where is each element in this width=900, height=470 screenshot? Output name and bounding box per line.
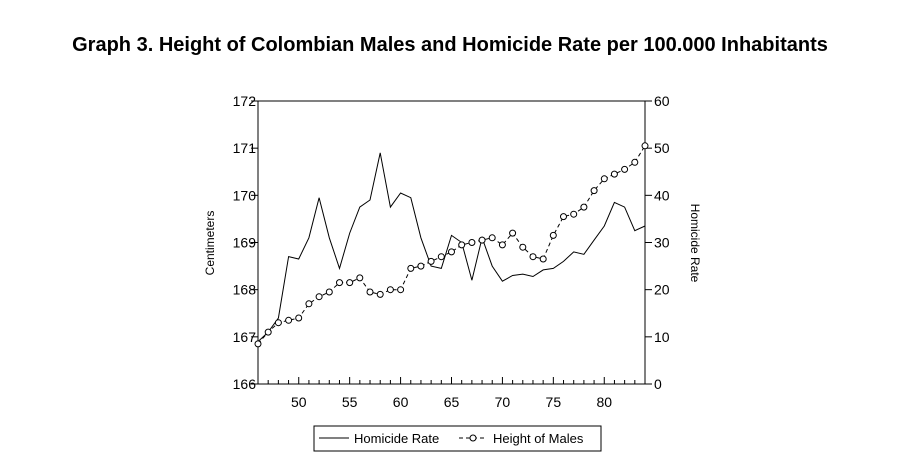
data-point-height-of-males <box>458 241 466 249</box>
data-point-height-of-males <box>560 213 567 221</box>
legend-label-height-of-males: Height of Males <box>493 431 584 446</box>
data-point-height-of-males <box>315 293 323 301</box>
x-tick-label: 60 <box>393 394 409 410</box>
y-left-tick-label: 166 <box>233 376 257 392</box>
data-point-height-of-males <box>488 234 496 242</box>
y-right-tick-label: 0 <box>654 376 662 392</box>
legend: Homicide Rate Height of Males <box>313 425 602 452</box>
data-point-height-of-males <box>366 288 374 296</box>
data-point-height-of-males <box>274 319 282 327</box>
data-point-height-of-males <box>509 229 517 237</box>
legend-box <box>313 425 602 452</box>
data-point-height-of-males <box>386 286 394 294</box>
legend-label-homicide-rate: Homicide Rate <box>354 431 439 446</box>
data-point-height-of-males <box>295 314 303 322</box>
y-left-tick-label: 170 <box>233 187 257 203</box>
x-tick-label: 70 <box>495 394 511 410</box>
data-point-height-of-males <box>346 279 354 287</box>
x-tick-label: 50 <box>291 394 307 410</box>
x-tick-label: 65 <box>444 394 460 410</box>
data-point-height-of-males <box>498 241 506 249</box>
data-point-height-of-males <box>407 264 415 272</box>
data-point-height-of-males <box>285 316 293 324</box>
x-tick-label: 80 <box>596 394 612 410</box>
data-point-height-of-males <box>610 170 618 178</box>
data-point-height-of-males <box>529 253 537 261</box>
data-point-height-of-males <box>549 231 557 239</box>
data-point-height-of-males <box>631 158 639 166</box>
data-point-height-of-males <box>448 248 455 256</box>
legend-marker-height-of-males <box>469 434 477 442</box>
x-tick-label: 75 <box>546 394 562 410</box>
data-point-height-of-males <box>356 274 364 282</box>
plot-frame <box>257 100 646 385</box>
data-point-height-of-males <box>376 290 384 298</box>
series-line-homicide-rate <box>257 152 646 342</box>
y-right-tick-label: 50 <box>654 140 670 156</box>
data-point-height-of-males <box>641 142 649 150</box>
y-axis-title-right: Homicide Rate <box>688 204 702 283</box>
data-point-height-of-males <box>590 187 598 195</box>
data-point-height-of-males <box>600 175 608 183</box>
axes <box>257 100 646 385</box>
chart-title: Graph 3. Height of Colombian Males and H… <box>72 34 828 56</box>
data-point-height-of-males <box>621 165 629 173</box>
x-tick-label: 55 <box>342 394 358 410</box>
y-axis-title-left: Centimeters <box>203 211 217 276</box>
data-point-height-of-males <box>397 286 405 294</box>
series-layer <box>254 142 649 348</box>
data-point-height-of-males <box>580 203 588 211</box>
y-left-tick-label: 168 <box>233 282 257 298</box>
y-right-tick-label: 60 <box>654 93 670 109</box>
data-point-height-of-males <box>305 300 313 308</box>
y-left-tick-label: 171 <box>233 140 257 156</box>
y-right-tick-label: 10 <box>654 329 670 345</box>
y-left-tick-label: 167 <box>233 329 257 345</box>
y-right-tick-label: 20 <box>654 282 670 298</box>
data-point-height-of-males <box>417 262 425 270</box>
data-point-height-of-males <box>539 255 547 263</box>
series-line-height-of-males <box>257 145 646 345</box>
y-left-tick-label: 169 <box>233 235 257 251</box>
data-point-height-of-males <box>468 239 476 246</box>
data-point-height-of-males <box>437 253 445 261</box>
data-point-height-of-males <box>254 340 262 348</box>
ticks: 166 167 168 169 170 171 172 0 10 20 30 40 50 60 50 55 60… <box>233 93 670 410</box>
data-point-height-of-males <box>427 257 435 265</box>
data-point-height-of-males <box>336 279 343 287</box>
data-point-height-of-males <box>325 288 333 296</box>
data-point-height-of-males <box>478 236 486 244</box>
data-point-height-of-males <box>264 328 272 336</box>
y-right-tick-label: 30 <box>654 235 670 251</box>
y-right-tick-label: 40 <box>654 187 670 203</box>
y-left-tick-label: 172 <box>233 93 257 109</box>
data-point-height-of-males <box>519 243 527 251</box>
data-point-height-of-males <box>570 210 578 218</box>
